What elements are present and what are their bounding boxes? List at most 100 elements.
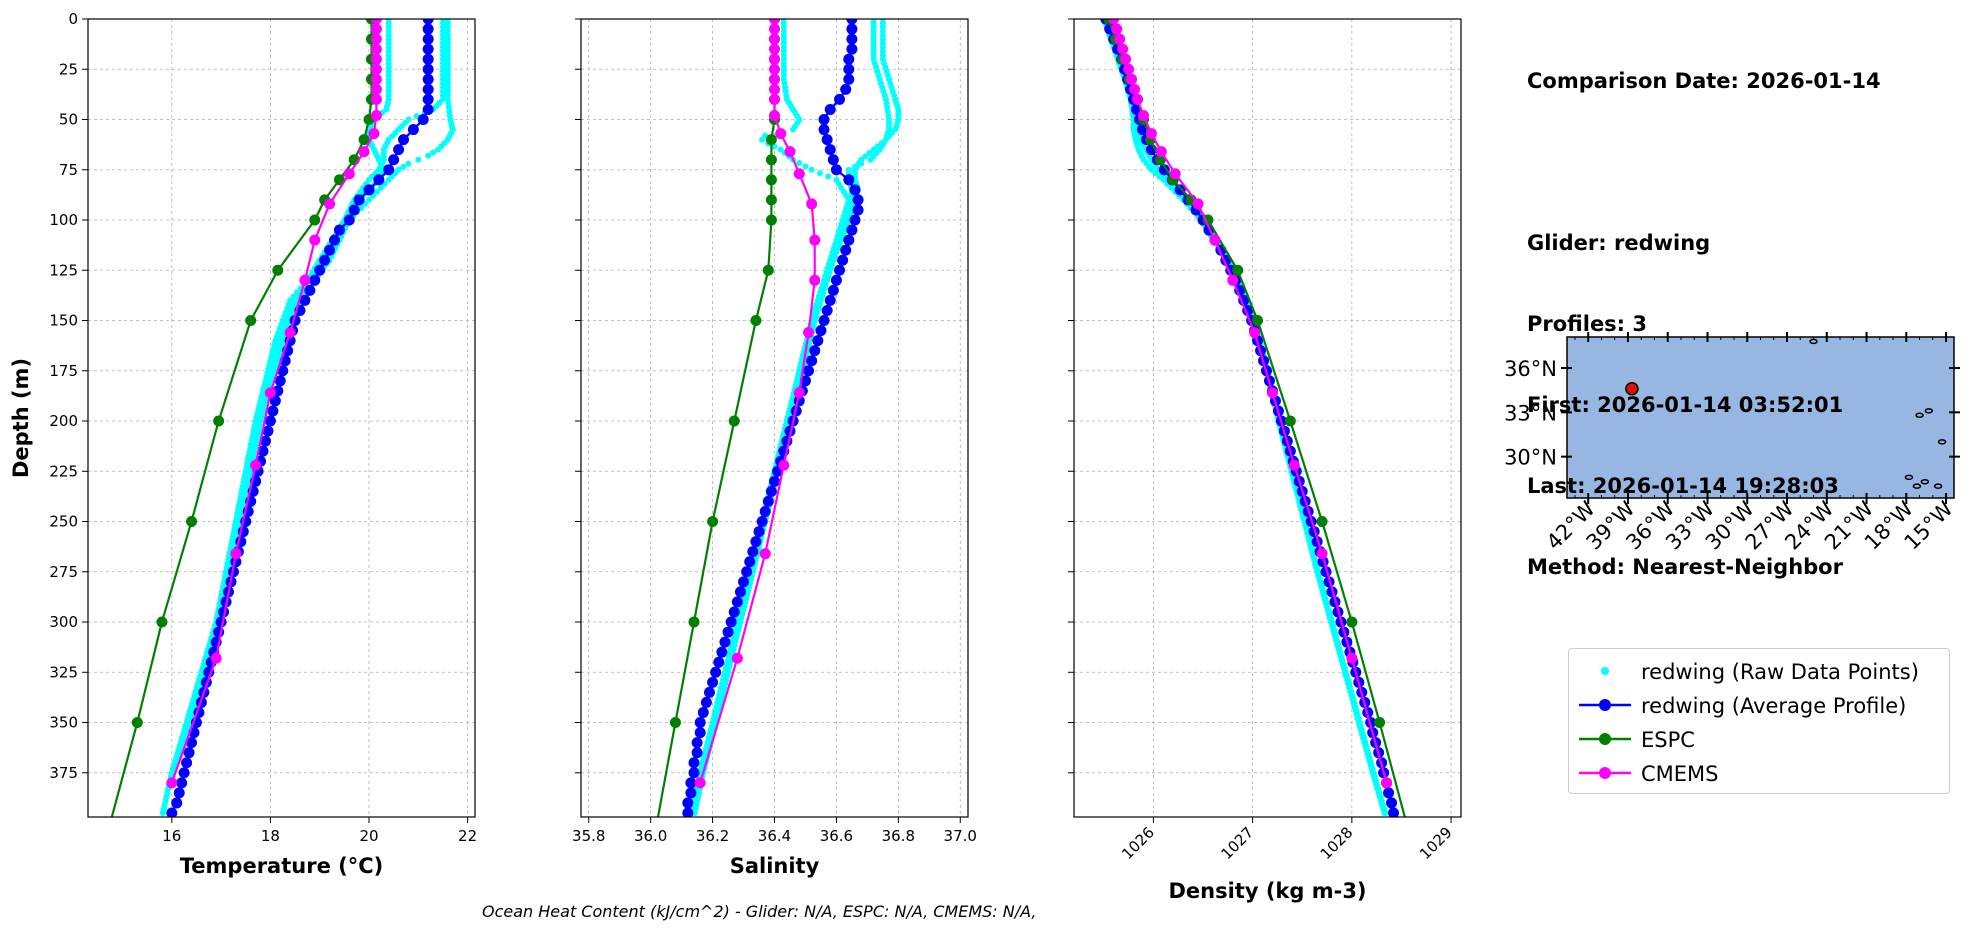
salinity-average-marker [716,646,728,658]
density-espc-marker [1401,818,1412,829]
temperature-cmems-marker [210,652,222,664]
temperature-average-marker [348,204,360,216]
salinity-average-marker [762,495,774,507]
salinity-average-marker [843,53,855,65]
salinity-average-marker [765,485,777,497]
temperature-espc-marker [213,415,225,427]
temperature-panel: 0 25 50 75 100 125 150 175 200 225 250 275 300 325 350… [9,10,477,878]
glider-name: Glider: redwing [1527,231,1711,255]
salinity-average-marker [756,516,768,528]
last-profile-time: Last: 2026-01-14 19:28:03 [1527,474,1839,498]
temperature-average-marker [173,787,185,799]
legend-label-average: redwing (Average Profile) [1641,694,1907,718]
temperature-espc-marker [358,134,370,146]
temperature-cmems-marker [370,73,382,85]
density-plot-area [1100,19,1412,829]
salinity-tick-label: 36.0 [634,827,667,845]
temperature-average-marker [343,214,355,226]
temperature-average-marker [277,365,289,377]
salinity-espc-marker [765,154,777,166]
salinity-average-marker [809,345,821,357]
depth-tick-label: 375 [49,764,78,782]
temperature-raw-point [294,289,301,296]
temperature-cmems-marker [343,168,355,180]
temperature-average-marker [422,93,434,105]
salinity-average-marker [710,666,722,678]
density-raw-point [1381,809,1388,816]
temperature-espc-marker [131,717,143,729]
temperature-average-marker [422,19,434,25]
salinity-average-marker [731,596,743,608]
temperature-raw-point [366,196,373,203]
legend-swatch-cmems [1579,767,1631,779]
salinity-average-marker [753,526,765,538]
salinity-average-marker [843,174,855,186]
temperature-cmems-marker [230,548,242,560]
temperature-espc-marker [245,315,257,327]
salinity-average-marker [846,224,858,236]
salinity-average-marker [834,93,846,105]
temperature-average-marker [166,807,178,817]
temperature-average-marker [259,435,271,447]
legend-item-raw: redwing (Raw Data Points) [1569,655,1949,689]
density-cmems-marker [1129,83,1141,95]
salinity-average-marker [750,536,762,548]
salinity-raw-point [825,173,832,180]
density-espc-marker [1252,315,1264,327]
density-average-marker [1386,797,1398,809]
depth-tick-label: 300 [49,613,78,631]
temperature-average-marker [407,124,419,136]
legend-label-espc: ESPC [1641,728,1695,752]
temperature-axes-frame [87,18,476,818]
salinity-raw-point [867,156,874,163]
salinity-average-marker [824,294,836,306]
density-tick-label: 1029 [1416,823,1456,863]
density-espc-marker [1154,154,1166,166]
density-cmems-marker [1120,53,1132,65]
salinity-espc-marker [765,174,777,186]
temperature-average-marker [324,244,336,256]
density-cmems-marker [1123,63,1135,75]
comparison-info: Comparison Date: 2026-01-14 Glider: redw… [1527,14,1881,608]
temperature-cmems-marker [370,109,382,121]
legend-label-cmems: CMEMS [1641,762,1719,786]
density-cmems-marker [1381,777,1393,789]
profile-count: Profiles: 3 [1527,312,1648,336]
salinity-panel: 35.8 36.0 36.2 36.4 36.6 36.8 37.0 Salinity [572,18,977,878]
temperature-raw-point [383,106,390,113]
temperature-cmems-marker [370,83,382,95]
salinity-average-marker [688,757,700,769]
temperature-average-marker [422,53,434,65]
salinity-average-marker [818,315,830,327]
density-axis-label: Density (kg m-3) [1168,879,1366,903]
depth-tick-label: 200 [49,412,78,430]
salinity-average-marker [821,304,833,316]
temperature-tick-label: 16 [162,827,181,845]
temperature-average-marker [267,405,279,417]
first-profile-time: First: 2026-01-14 03:52:01 [1527,393,1844,417]
temperature-raw-point [377,184,384,191]
depth-tick-label: 100 [49,211,78,229]
temperature-raw-point [159,809,166,816]
temperature-espc-marker [156,616,168,628]
temperature-average-marker [264,415,276,427]
temperature-cmems-marker [299,274,311,286]
temperature-average-marker [417,114,429,126]
salinity-cmems-marker [769,109,780,121]
temperature-average-marker [398,134,410,146]
salinity-average-marker [682,807,694,817]
temperature-raw-point [405,160,412,167]
temperature-average-marker [373,174,385,186]
salinity-average-marker [707,676,719,688]
temperature-average-marker [171,797,183,809]
temperature-raw-point [290,293,297,300]
temperature-cmems-marker [370,93,382,105]
salinity-raw-point [790,126,797,133]
salinity-average-marker [728,606,740,618]
density-panel: 1026 1027 1028 1029 Density (kg m-3) [1068,18,1462,903]
temperature-espc-marker [186,516,198,528]
temperature-axis-label: Temperature (°C) [180,854,383,878]
legend-label-raw: redwing (Raw Data Points) [1641,660,1919,684]
salinity-average-marker [846,43,858,55]
density-espc-marker [1316,516,1328,528]
